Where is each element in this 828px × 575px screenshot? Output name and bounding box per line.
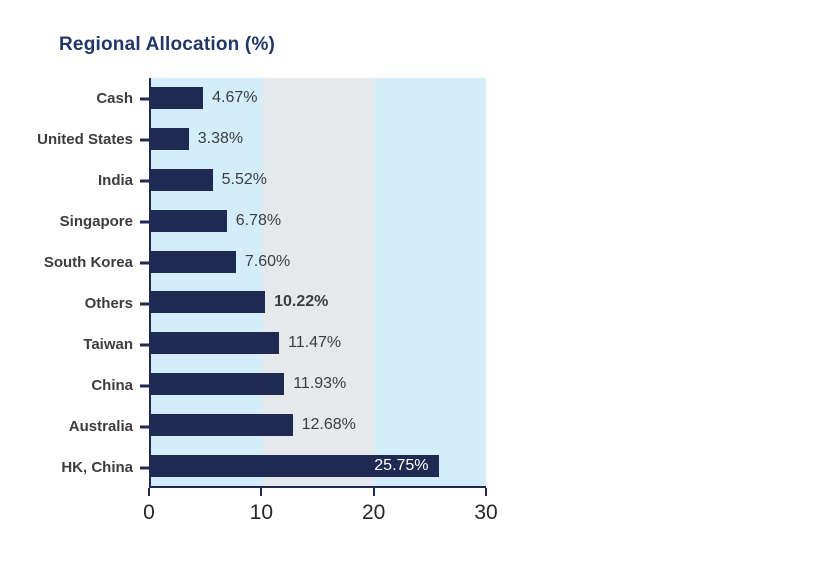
value-label: 10.22% [274, 293, 329, 311]
x-axis-tick [485, 488, 487, 496]
y-axis-tick [140, 261, 149, 264]
chart-title: Regional Allocation (%) [59, 34, 276, 55]
y-axis-tick [140, 179, 149, 182]
value-label: 4.67% [212, 89, 258, 107]
category-row: Others [0, 283, 149, 324]
y-axis-tick [140, 138, 149, 141]
y-axis-tick [140, 97, 149, 100]
bar-row: 6.78% [151, 200, 486, 241]
value-label: 12.68% [301, 415, 356, 433]
value-label: 25.75% [374, 456, 429, 474]
category-row: Singapore [0, 201, 149, 242]
x-axis-tick [260, 488, 263, 496]
category-row: United States [0, 119, 149, 160]
category-label: Singapore [59, 213, 133, 230]
x-tick-label: 30 [474, 501, 498, 524]
category-label: Cash [96, 90, 133, 107]
bar-south-korea [151, 250, 236, 273]
x-tick-label: 20 [361, 501, 386, 524]
bar-row: 11.47% [151, 323, 486, 364]
bar-taiwan [151, 332, 280, 355]
category-label: Taiwan [83, 336, 133, 353]
category-label: United States [37, 131, 133, 148]
y-axis-tick [140, 302, 149, 305]
bar-australia [151, 413, 293, 436]
category-label: Australia [68, 418, 133, 435]
bar-china [151, 372, 285, 395]
value-label: 3.38% [197, 130, 244, 148]
bar-united-states [151, 128, 189, 151]
bar-row: 25.75% [151, 445, 486, 486]
bar-hk-china: 25.75% [151, 454, 439, 477]
category-label: India [97, 172, 133, 189]
x-axis-tick [372, 488, 375, 496]
bar-row: 11.93% [151, 364, 486, 405]
value-label: 7.60% [244, 252, 291, 270]
y-axis-tick [140, 425, 149, 428]
x-tick-label: 10 [249, 501, 274, 524]
category-label: Others [84, 295, 133, 312]
bar-row: 10.22% [151, 282, 486, 323]
plot-area: 4.67% 3.38% 5.52% 6.78% 7.60% 10.22% 11.47% 11.… [149, 78, 486, 488]
bar-row: 4.67% [151, 78, 486, 119]
bar-row: 7.60% [151, 241, 486, 282]
value-label: 11.93% [293, 374, 347, 392]
category-row: Taiwan [0, 324, 149, 365]
y-axis-tick [140, 343, 149, 346]
bar-row: 3.38% [151, 119, 486, 160]
category-row: India [0, 160, 149, 201]
y-axis-labels: Cash United States India Singapore South Kor… [0, 78, 149, 488]
value-label: 11.47% [288, 334, 342, 352]
y-axis-tick [140, 384, 149, 387]
category-label: HK, China [61, 459, 133, 476]
bar-others [151, 291, 266, 314]
category-row: HK, China [0, 447, 149, 488]
x-axis-tick [148, 488, 150, 496]
bar-row: 5.52% [151, 160, 486, 201]
category-label: China [91, 377, 133, 394]
category-row: Australia [0, 406, 149, 447]
category-row: South Korea [0, 242, 149, 283]
category-label: South Korea [43, 254, 133, 271]
value-label: 6.78% [235, 211, 282, 229]
x-tick-label: 0 [143, 501, 155, 524]
bar-row: 12.68% [151, 404, 486, 445]
category-row: China [0, 365, 149, 406]
bar-india [151, 168, 213, 191]
category-row: Cash [0, 78, 149, 119]
value-label: 5.52% [221, 170, 267, 188]
y-axis-tick [140, 466, 149, 469]
x-axis: 0 10 20 30 [143, 488, 498, 538]
y-axis-tick [140, 220, 149, 223]
bar-cash [151, 87, 204, 110]
bar-singapore [151, 209, 227, 232]
